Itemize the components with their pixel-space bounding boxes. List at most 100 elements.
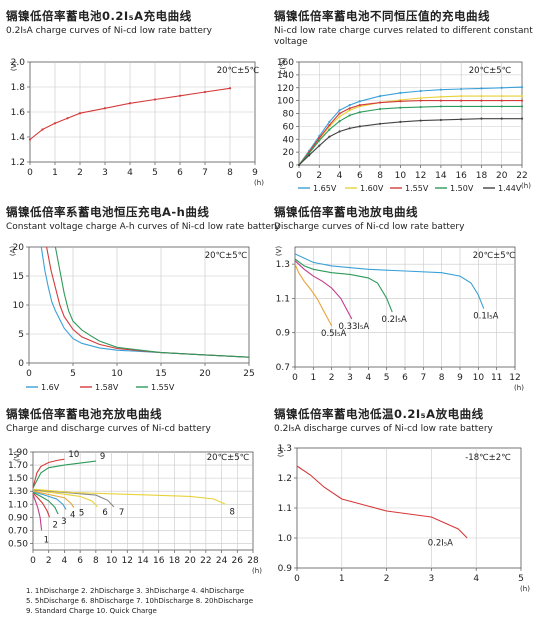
chart-1-y-tick-label: 1.2 <box>11 158 25 168</box>
chart-4-y-tick-label: 1.3 <box>276 260 290 270</box>
chart-6-title: 镉镍低倍率蓄电池低温0.2I₅A放电曲线 <box>274 407 484 421</box>
chart-5-plot: 0 2 4 6 8 10 12 14 16 18 20 22 24 26 280.500.700.901.1… <box>8 448 262 615</box>
chart-2-x-tick-label: 16 <box>455 171 467 181</box>
chart-4-series-4-line <box>294 253 485 309</box>
chart-3-subtitle: Constant voltage charge A-h curves of Ni… <box>6 222 280 232</box>
chart-2-y-tick-label: 80 <box>283 110 295 120</box>
chart-5-series-5-line <box>32 490 75 508</box>
chart-2-series-5-point <box>348 127 351 130</box>
chart-4-curve-label: 0.33I₅A <box>339 322 370 332</box>
chart-1-series-1-point <box>203 90 207 94</box>
chart-2-series-4-point <box>308 152 311 155</box>
chart-1-series-1-point <box>28 138 32 141</box>
chart-5-curve-number: 7 <box>119 508 124 518</box>
chart-panel-5: 镉镍低倍率蓄电池充放电曲线 Charge and discharge curve… <box>0 400 270 628</box>
chart-2-series-2-point <box>439 95 443 98</box>
chart-1-x-tick-label: 3 <box>102 168 108 178</box>
chart-4-x-tick-label: 9 <box>457 373 463 383</box>
chart-2-series-5-point <box>338 130 341 133</box>
chart-5-legend-note: 1. 1hDischarge 2. 2hDischarge 3. 3hDisch… <box>26 587 244 595</box>
chart-3-y-tick-label: 0 <box>18 359 24 369</box>
chart-2-series-3-point <box>328 123 331 127</box>
chart-2-series-2-point <box>500 95 503 98</box>
chart-2-series-1-point <box>399 91 402 94</box>
chart-2-series-4-point <box>460 105 463 108</box>
chart-4-y-tick-label: 0.9 <box>276 329 291 339</box>
chart-1-y-tick-label: 2.0 <box>11 58 26 68</box>
chart-2-series-2-point <box>460 95 463 98</box>
chart-5-x-axis-label: (h) <box>252 567 262 575</box>
chart-panel-3: 镉镍低倍率系蓄电池恒压充电A-h曲线 Constant voltage char… <box>0 200 280 400</box>
chart-5-curve-number: 1 <box>44 535 49 545</box>
chart-2-series-4-point <box>520 105 524 108</box>
chart-5-series-8-line <box>32 488 226 505</box>
chart-2-x-tick-label: 0 <box>296 171 302 181</box>
chart-2-series-5-point <box>328 135 331 138</box>
chart-1-x-tick-label: 2 <box>77 168 83 178</box>
chart-6-y-tick-label: 1.2 <box>278 474 292 484</box>
chart-5-y-axis-label: (V) <box>13 451 21 462</box>
chart-2-series-4-point <box>378 107 382 111</box>
chart-6-subtitle: 0.2I₅A discharge curves of Ni-cd low rat… <box>274 424 493 434</box>
chart-2-series-1-point <box>460 87 463 91</box>
chart-2-series-3-point <box>378 101 382 104</box>
chart-2-series-5-point <box>520 117 524 120</box>
chart-2-condition: 20℃±5℃ <box>469 66 512 76</box>
chart-2-subtitle: Ni-cd low rate charge curves related to … <box>274 26 533 47</box>
chart-2-x-tick-label: 22 <box>516 171 527 181</box>
chart-2-series-3-point <box>500 99 503 102</box>
chart-5-series-10-line <box>32 458 65 489</box>
chart-5-condition: 20℃±5℃ <box>207 453 250 463</box>
chart-4-subtitle: Discharge curves of Ni-cd low rate batte… <box>274 222 465 232</box>
chart-1-x-tick-label: 9 <box>252 168 258 178</box>
chart-5-y-tick-label: 1.10 <box>8 500 28 510</box>
chart-2-series-2-point <box>419 96 422 100</box>
chart-3-x-tick-label: 0 <box>26 369 32 379</box>
chart-4-x-tick-label: 2 <box>329 373 335 383</box>
chart-1-x-tick-label: 1 <box>52 168 58 178</box>
chart-5-series-7-line <box>32 489 115 508</box>
chart-5-x-tick-label: 8 <box>93 556 99 566</box>
chart-4-series-2-line <box>294 260 353 320</box>
chart-5-x-tick-label: 4 <box>62 556 68 566</box>
chart-4-series-1-line <box>294 263 333 327</box>
chart-3-series-1-line <box>40 246 250 358</box>
chart-2-y-tick-label: 0 <box>288 161 294 171</box>
chart-3-title: 镉镍低倍率系蓄电池恒压充电A-h曲线 <box>6 205 210 219</box>
chart-4-series-3-line <box>294 258 393 313</box>
chart-4-curve-label: 0.2I₅A <box>382 315 407 325</box>
chart-3-y-tick-label: 5 <box>18 330 24 340</box>
chart-2-series-5-point <box>460 118 463 121</box>
chart-5-series-3-line <box>32 492 59 515</box>
chart-2-series-3-point <box>338 112 341 115</box>
chart-2-legend-label: 1.50V <box>450 184 474 193</box>
chart-5-legend-note: 9. Standard Charge 10. Quick Charge <box>26 607 157 615</box>
chart-5-y-tick-label: 1.30 <box>8 487 28 497</box>
chart-2-series-1-point <box>338 109 341 112</box>
chart-1-series-1-point <box>53 122 57 125</box>
chart-4-y-tick-label: 1.1 <box>276 294 290 304</box>
chart-2-y-tick-label: 120 <box>277 84 294 94</box>
chart-2-x-tick-label: 6 <box>357 171 363 181</box>
chart-2-series-5-point <box>399 120 402 123</box>
chart-1-series-1-point <box>128 102 132 105</box>
chart-5-legend-note: 5. 5hDischarge 6. 8hDischarge 7. 10hDisc… <box>26 597 253 605</box>
chart-4-x-tick-label: 4 <box>365 373 371 383</box>
chart-2-series-1-point <box>480 87 483 90</box>
chart-2-series-2-point <box>348 109 351 112</box>
chart-2-y-tick-label: 60 <box>283 122 295 132</box>
chart-5-y-tick-label: 1.50 <box>8 474 28 484</box>
chart-3-y-tick-label: 15 <box>13 272 24 282</box>
chart-5-series-9-line <box>32 460 96 489</box>
chart-5-title: 镉镍低倍率蓄电池充放电曲线 <box>6 407 162 421</box>
chart-5-curve-number: 10 <box>68 450 79 460</box>
chart-2-series-3-point <box>348 107 351 110</box>
chart-2-y-tick-label: 160 <box>277 58 294 68</box>
chart-5-curve-number: 2 <box>53 520 58 530</box>
chart-1-series-1-point <box>66 117 69 120</box>
chart-2-series-4-point <box>439 105 443 108</box>
chart-5-curve-number: 3 <box>61 517 66 527</box>
chart-3-condition: 20℃±5℃ <box>205 251 248 261</box>
chart-3-x-tick-label: 25 <box>243 369 254 379</box>
